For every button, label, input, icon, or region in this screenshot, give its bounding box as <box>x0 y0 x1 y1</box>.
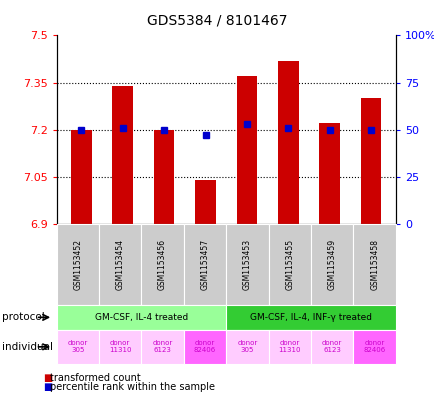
Text: GSM1153454: GSM1153454 <box>115 239 125 290</box>
Bar <box>319 123 339 224</box>
Text: GSM1153452: GSM1153452 <box>73 239 82 290</box>
Text: GSM1153453: GSM1153453 <box>242 239 251 290</box>
Text: ■: ■ <box>43 373 53 383</box>
Text: donor
82406: donor 82406 <box>363 340 385 353</box>
Text: percentile rank within the sample: percentile rank within the sample <box>50 382 214 393</box>
Text: GDS5384 / 8101467: GDS5384 / 8101467 <box>147 14 287 28</box>
Text: protocol: protocol <box>2 312 45 322</box>
Text: donor
305: donor 305 <box>237 340 257 353</box>
Bar <box>195 180 215 224</box>
Text: donor
305: donor 305 <box>67 340 88 353</box>
Text: donor
11310: donor 11310 <box>108 340 131 353</box>
Text: GSM1153459: GSM1153459 <box>327 239 336 290</box>
Text: GSM1153455: GSM1153455 <box>285 239 294 290</box>
Bar <box>236 76 256 224</box>
Text: donor
6123: donor 6123 <box>152 340 172 353</box>
Text: ■: ■ <box>43 382 53 393</box>
Text: GM-CSF, IL-4 treated: GM-CSF, IL-4 treated <box>95 313 187 322</box>
Text: transformed count: transformed count <box>50 373 141 383</box>
Text: individual: individual <box>2 342 53 352</box>
Bar <box>277 61 298 224</box>
Text: donor
11310: donor 11310 <box>278 340 300 353</box>
Text: donor
6123: donor 6123 <box>321 340 342 353</box>
Text: GSM1153457: GSM1153457 <box>200 239 209 290</box>
Bar <box>71 130 92 224</box>
Bar <box>112 86 133 224</box>
Text: GM-CSF, IL-4, INF-γ treated: GM-CSF, IL-4, INF-γ treated <box>250 313 371 322</box>
Text: donor
82406: donor 82406 <box>194 340 216 353</box>
Text: GSM1153456: GSM1153456 <box>158 239 167 290</box>
Text: GSM1153458: GSM1153458 <box>369 239 378 290</box>
Bar <box>360 98 381 224</box>
Bar <box>154 130 174 224</box>
